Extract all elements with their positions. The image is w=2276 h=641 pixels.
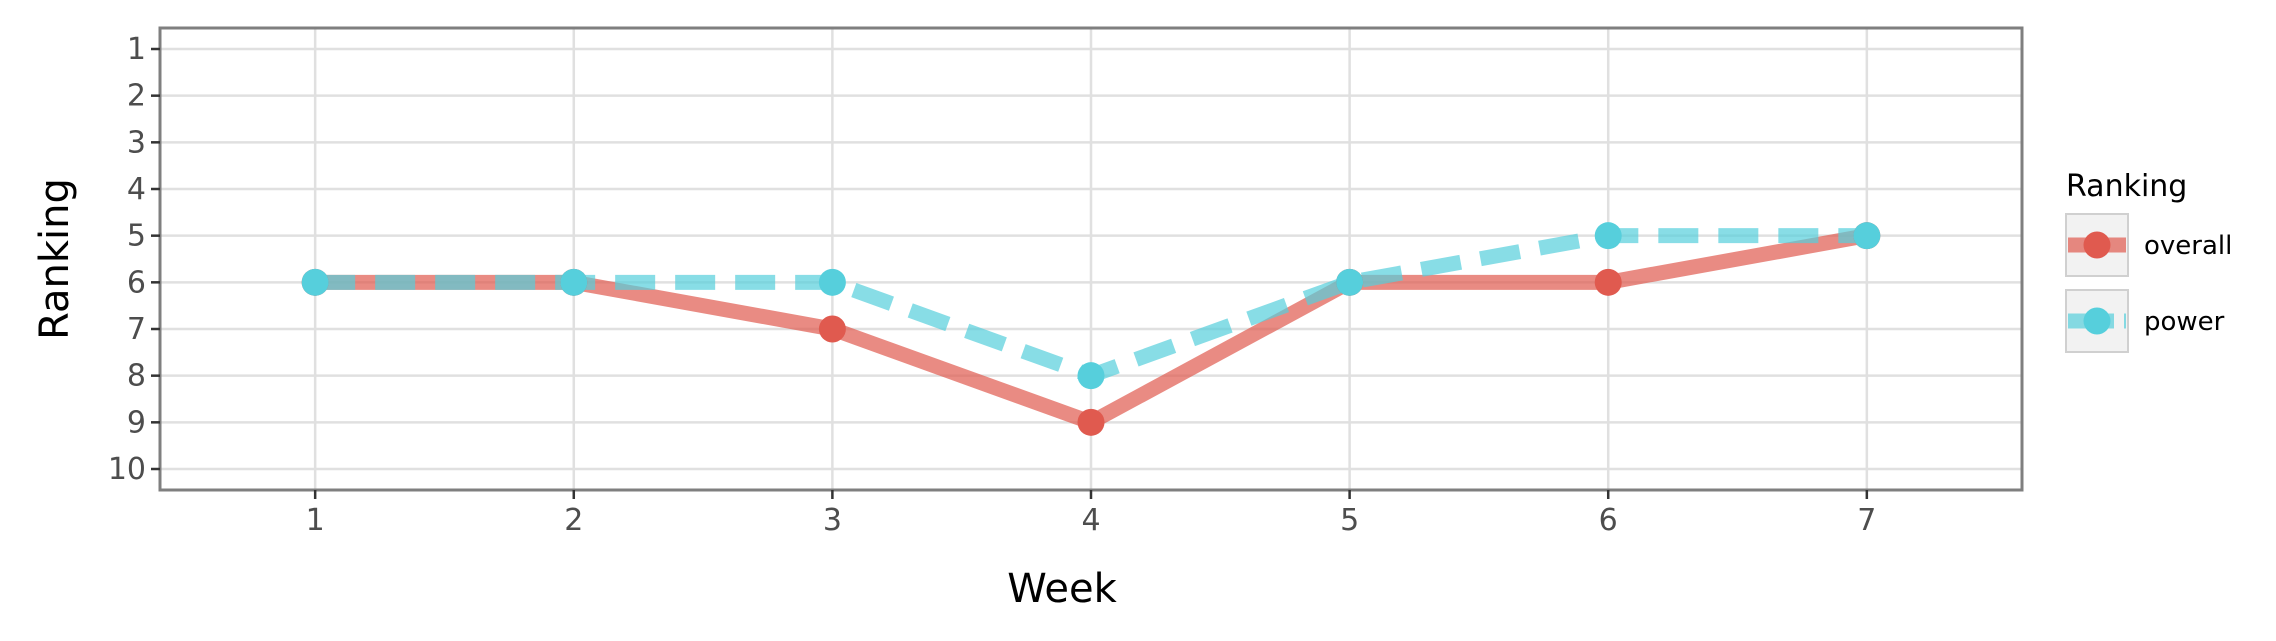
series-lines (301, 222, 1881, 436)
data-point-power (560, 268, 588, 296)
data-point-power (1077, 362, 1105, 390)
y-axis-title: Ranking (32, 178, 78, 340)
legend-key-point-power (2083, 307, 2111, 335)
data-point-overall (818, 315, 846, 343)
x-tick-label: 5 (1340, 503, 1359, 538)
y-tick-label: 10 (108, 452, 146, 487)
legend-title: Ranking (2066, 169, 2187, 204)
y-tick-label: 5 (127, 219, 146, 254)
axes: 1 2 3 4 5 6 7 1 2 3 4 5 6 7 8 9 10 (108, 32, 1877, 538)
x-tick-label: 4 (1081, 503, 1100, 538)
y-tick-label: 3 (127, 125, 146, 160)
legend-key-point-overall (2083, 231, 2111, 259)
y-tick-label: 4 (127, 172, 146, 207)
x-tick-label: 3 (823, 503, 842, 538)
data-point-power (818, 268, 846, 296)
legend-label-power: power (2144, 307, 2225, 337)
y-tick-label: 6 (127, 265, 146, 300)
y-tick-label: 2 (127, 79, 146, 114)
x-tick-label: 6 (1599, 503, 1618, 538)
data-point-power (1336, 268, 1364, 296)
data-point-power (1853, 222, 1881, 250)
y-tick-label: 7 (127, 312, 146, 347)
x-axis-title: Week (1007, 566, 1117, 612)
data-point-power (1594, 222, 1622, 250)
y-tick-label: 8 (127, 359, 146, 394)
y-tick-label: 9 (127, 405, 146, 440)
x-tick-label: 2 (564, 503, 583, 538)
y-tick-label: 1 (127, 32, 146, 67)
data-point-overall (1077, 408, 1105, 436)
data-point-overall (1594, 268, 1622, 296)
x-tick-label: 7 (1857, 503, 1876, 538)
legend: Ranking overall power (2065, 169, 2232, 353)
data-point-power (301, 268, 329, 296)
x-tick-label: 1 (306, 503, 325, 538)
legend-label-overall: overall (2144, 231, 2232, 261)
